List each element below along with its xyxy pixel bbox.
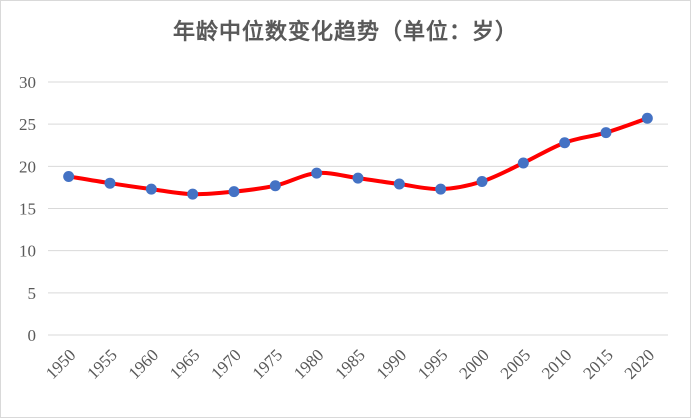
x-tick-label: 1975: [249, 345, 286, 382]
x-tick-label: 1960: [125, 345, 162, 382]
y-tick-label: 15: [19, 200, 36, 219]
data-point: [63, 170, 75, 182]
x-tick-label: 1950: [42, 345, 79, 382]
x-tick-label: 2010: [538, 345, 575, 382]
x-tick-label: 2015: [579, 345, 616, 382]
x-tick-label: 1990: [373, 345, 410, 382]
y-tick-label: 20: [19, 157, 36, 176]
x-tick-label: 1980: [290, 345, 327, 382]
data-point: [517, 157, 529, 169]
x-tick-label: 2000: [455, 345, 492, 382]
data-point: [435, 183, 447, 195]
x-tick-label: 1985: [331, 345, 368, 382]
x-tick-label: 2005: [497, 345, 534, 382]
x-tick-label: 1970: [207, 345, 244, 382]
y-tick-label: 25: [19, 115, 36, 134]
y-tick-label: 30: [19, 73, 36, 92]
data-point: [145, 183, 157, 195]
y-tick-label: 5: [28, 284, 37, 303]
data-point: [476, 176, 488, 188]
data-point: [641, 112, 653, 124]
data-point: [228, 186, 240, 198]
data-point: [187, 188, 199, 200]
y-tick-label: 10: [19, 242, 36, 261]
chart-title: 年龄中位数变化趋势（单位：岁）: [172, 19, 518, 45]
x-tick-label: 1995: [414, 345, 451, 382]
data-point: [393, 178, 405, 190]
data-point: [269, 180, 281, 192]
x-tick-label: 1955: [83, 345, 120, 382]
data-point: [352, 172, 364, 184]
data-point: [600, 127, 612, 139]
data-point: [559, 137, 571, 149]
y-tick-label: 0: [28, 326, 37, 345]
data-point: [104, 177, 116, 189]
data-point: [311, 167, 323, 179]
x-tick-label: 1965: [166, 345, 203, 382]
x-tick-label: 2020: [621, 345, 658, 382]
